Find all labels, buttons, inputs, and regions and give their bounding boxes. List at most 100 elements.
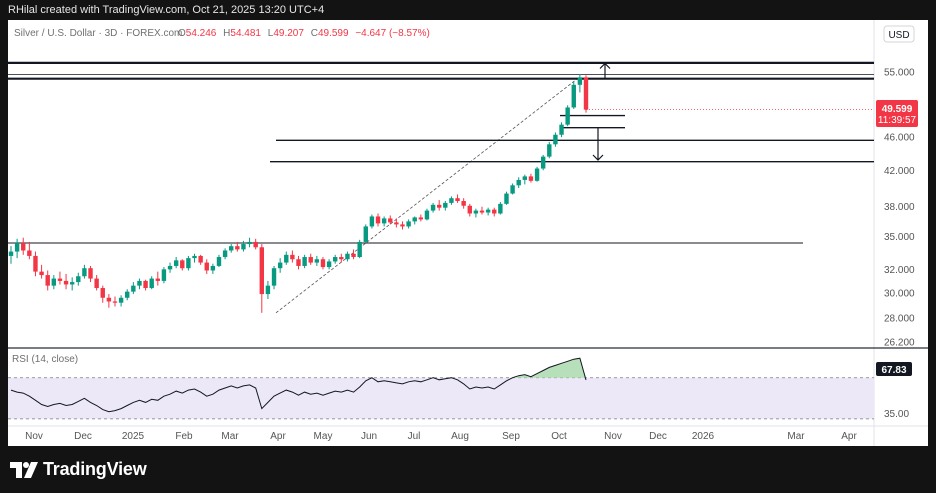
candle — [534, 166, 540, 182]
candle-body — [143, 280, 148, 289]
chart-svg[interactable]: 35.00 55.000 46.000 42.000 38.000 35.000 32.0… — [8, 20, 928, 446]
candle — [125, 289, 130, 301]
time-tick-label: Oct — [551, 431, 567, 442]
candle-body — [510, 185, 515, 194]
currency-label: USD — [888, 30, 909, 41]
candle-body — [82, 268, 87, 277]
candle — [400, 221, 405, 230]
axis-layer: 55.000 46.000 42.000 38.000 35.000 32.000 30.0… — [25, 68, 915, 443]
time-tick-label: Nov — [604, 431, 622, 442]
candle-body — [320, 259, 326, 268]
candle — [284, 251, 289, 265]
candle — [571, 82, 576, 109]
candle — [173, 257, 179, 269]
candle — [296, 255, 301, 270]
candle — [235, 241, 240, 252]
open-label: O — [178, 28, 186, 39]
candle-body — [106, 297, 112, 302]
candle-body — [155, 278, 161, 281]
candle — [88, 265, 93, 283]
candle — [222, 248, 228, 260]
candle-body — [57, 278, 63, 281]
currency-button[interactable] — [883, 25, 915, 43]
time-tick-label: Dec — [74, 431, 92, 442]
candle-body — [14, 242, 20, 252]
candle — [418, 214, 424, 222]
price-tick-label: 42.000 — [884, 166, 915, 177]
candle — [302, 254, 307, 269]
candle — [51, 275, 57, 290]
candle — [553, 132, 558, 147]
candle — [345, 251, 350, 262]
low-value: 49.207 — [273, 28, 304, 39]
candle — [461, 198, 466, 209]
candle-body — [112, 301, 118, 303]
trend-line — [275, 76, 581, 314]
candle — [76, 272, 81, 286]
candle-body — [522, 176, 528, 180]
candle — [131, 282, 136, 295]
price-tick-label: 38.000 — [884, 202, 915, 213]
candle — [21, 237, 26, 255]
candle — [351, 249, 356, 260]
candle — [290, 250, 295, 263]
candle — [106, 294, 112, 308]
candle-body — [290, 254, 295, 260]
candle-body — [418, 217, 424, 220]
tradingview-logo[interactable]: TradingView — [10, 459, 147, 480]
candle-body — [180, 260, 185, 269]
candle-body — [394, 222, 399, 225]
candle-body — [540, 156, 546, 169]
candle — [498, 201, 503, 215]
close-value: 49.599 — [318, 28, 349, 39]
candle-body — [167, 265, 173, 270]
candle — [479, 206, 485, 215]
time-tick-label: Mar — [221, 431, 239, 442]
grid-layer — [8, 20, 928, 446]
candle — [57, 271, 63, 285]
candle-body — [528, 176, 534, 181]
rsi-value-badge — [876, 362, 912, 376]
candle-body — [326, 261, 332, 268]
candle-body — [149, 278, 154, 289]
candle-body — [118, 297, 124, 303]
candle-body — [186, 258, 191, 269]
candle — [430, 202, 436, 213]
candle-body — [235, 246, 240, 250]
candle-body — [277, 262, 283, 269]
candle-body — [455, 198, 460, 202]
time-tick-label: 2026 — [692, 431, 715, 442]
candle-body — [406, 221, 411, 227]
time-tick-label: Sep — [502, 431, 520, 442]
candle — [118, 295, 124, 307]
candle-body — [479, 210, 485, 213]
candle — [82, 264, 87, 279]
candle — [149, 276, 154, 290]
candle — [583, 75, 589, 113]
attribution-bar: RHilal created with TradingView.com, Oct… — [0, 0, 936, 20]
candle-body — [63, 280, 69, 285]
open-value: 54.246 — [186, 28, 217, 39]
candle — [33, 251, 38, 277]
candle — [326, 259, 332, 270]
chart-frame[interactable]: 35.00 55.000 46.000 42.000 38.000 35.000 32.0… — [8, 20, 928, 446]
candle-body — [94, 278, 99, 289]
candle — [94, 275, 99, 291]
candle — [308, 253, 313, 265]
candle-body — [430, 204, 436, 211]
candle — [314, 255, 320, 266]
candle — [277, 258, 283, 273]
candle — [388, 215, 393, 225]
candle — [180, 259, 185, 271]
candle-body — [553, 134, 558, 145]
last-price-label: 49.599 — [882, 104, 913, 115]
candle-body — [161, 269, 167, 281]
candle — [547, 141, 552, 159]
countdown-label: 11:39:57 — [878, 115, 917, 126]
candle — [381, 216, 387, 227]
candle — [467, 203, 472, 217]
candle-body — [198, 255, 203, 263]
candle-body — [351, 253, 356, 258]
change-value: −4.647 (−8.57%) — [355, 28, 430, 39]
candle — [320, 257, 326, 270]
